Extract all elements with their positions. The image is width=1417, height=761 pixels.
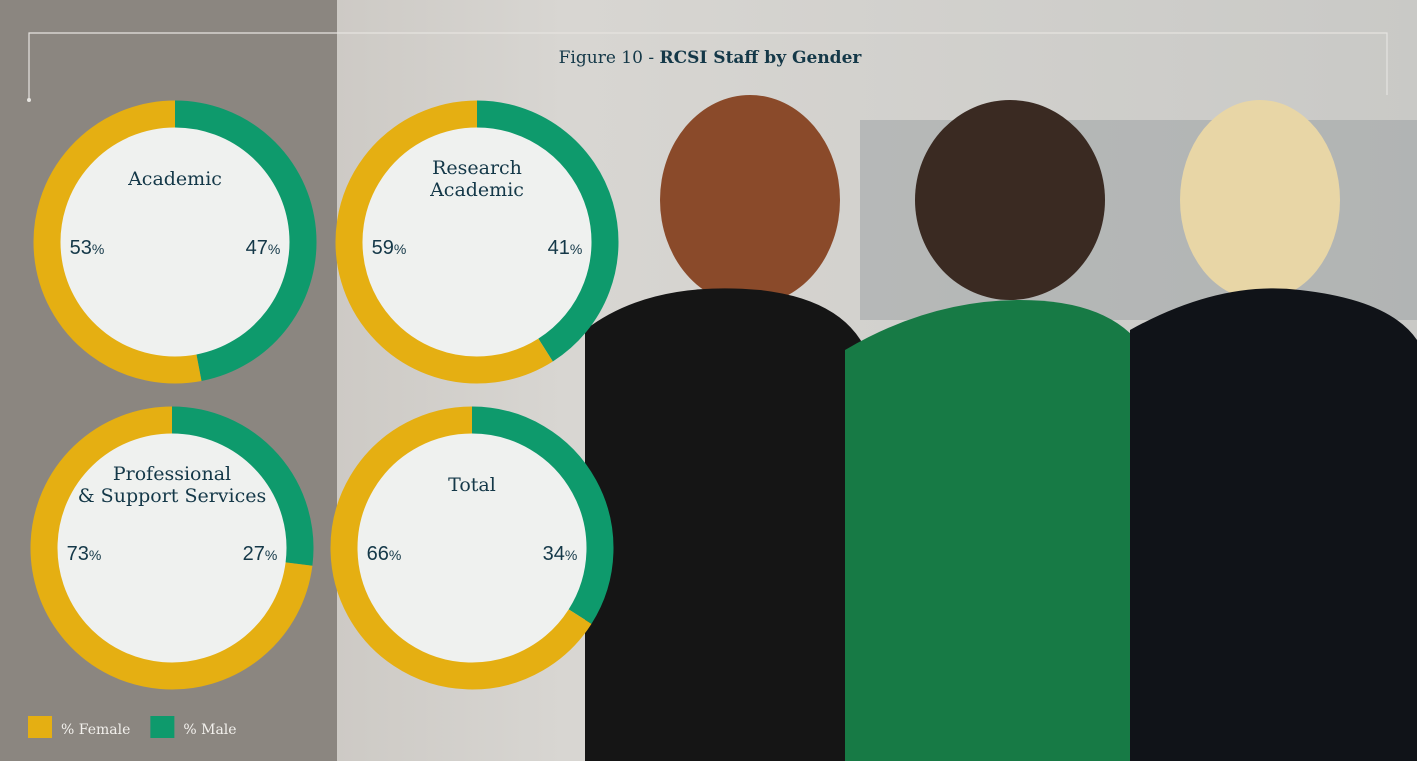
donut-segment: [330, 406, 592, 690]
donut-segment: [335, 100, 553, 384]
value-label: 34%: [543, 543, 578, 565]
legend-label: % Female: [61, 722, 130, 738]
donut-segment: [33, 100, 202, 384]
value-label: 66%: [367, 543, 402, 565]
frame-dot: [27, 98, 31, 102]
title: RCSI Staff by Gender: [659, 48, 862, 68]
donut-title: Professional: [113, 463, 231, 485]
legend-swatch: [150, 716, 175, 738]
donut-segment: [476, 100, 619, 362]
value-label: 73%: [67, 543, 102, 565]
donut-center: [59, 126, 291, 358]
donut-segment: [471, 406, 614, 624]
figure-title: Figure 10 - RCSI Staff by Gender: [559, 48, 863, 68]
donut-center: [356, 432, 588, 664]
donut-title: Research: [432, 157, 522, 179]
legend-label: % Male: [183, 722, 236, 738]
value-label: 41%: [548, 237, 583, 259]
donut-center: [361, 126, 593, 358]
donut-title: & Support Services: [78, 485, 267, 507]
photo-people: [585, 95, 1417, 761]
legend-swatch: [28, 716, 52, 738]
figure-label: Figure 10 -: [559, 48, 654, 68]
value-label: 27%: [243, 543, 278, 565]
value-label: 47%: [246, 237, 281, 259]
value-label: 53%: [70, 237, 105, 259]
donut-title: Academic: [127, 168, 222, 190]
donut-segment: [174, 100, 317, 381]
frame: [28, 32, 1388, 100]
legend: % Female % Male: [28, 716, 237, 738]
donut-title: Total: [448, 474, 496, 496]
value-label: 59%: [372, 237, 407, 259]
donut-title: Academic: [429, 179, 524, 201]
donut-segment: [171, 406, 314, 566]
donut-segment: [30, 406, 313, 690]
donut-center: [56, 432, 288, 664]
